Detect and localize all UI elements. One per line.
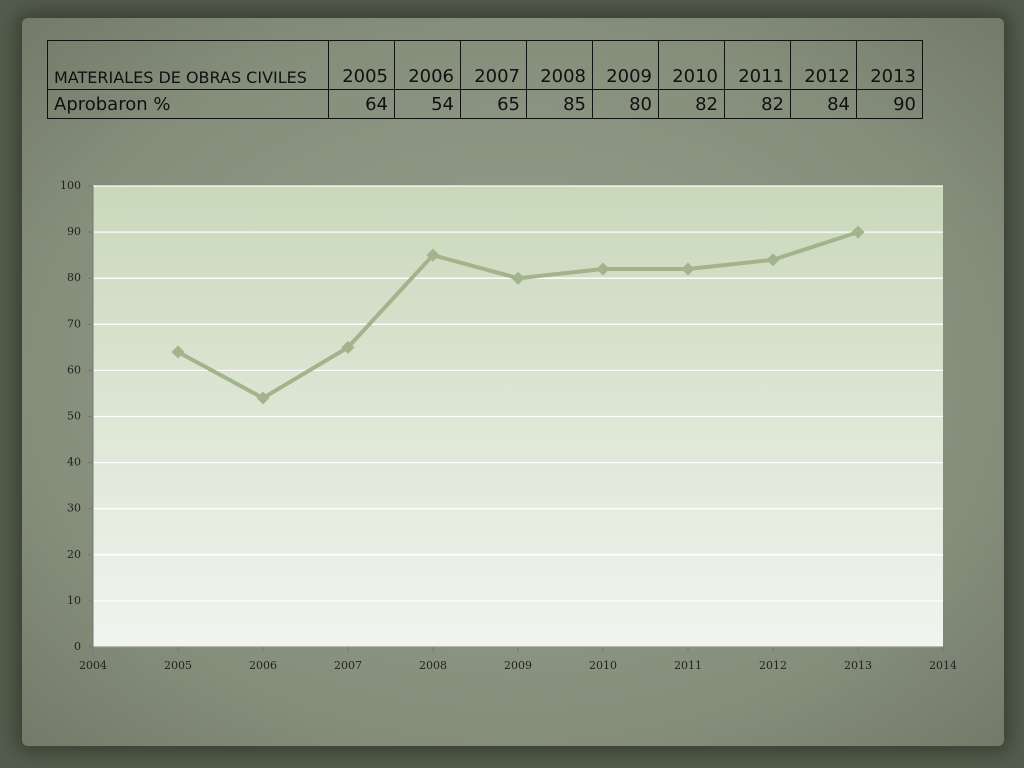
- data-point: [341, 340, 355, 354]
- y-tick-label: 0: [74, 640, 81, 653]
- table-value: 90: [856, 89, 923, 119]
- x-tick-label: 2006: [249, 659, 277, 672]
- x-tick-label: 2013: [844, 659, 872, 672]
- table-value: 65: [460, 89, 527, 119]
- data-table: MATERIALES DE OBRAS CIVILES 2005 2006 2007…: [47, 40, 923, 119]
- table-year: 2013: [856, 40, 923, 90]
- table-year: 2008: [526, 40, 593, 90]
- table-value-row: Aprobaron % 64 54 65 85 80 82 82 84 90: [47, 89, 923, 119]
- y-tick-label: 40: [67, 456, 81, 469]
- y-tick-label: 10: [67, 594, 81, 607]
- y-tick-label: 60: [67, 363, 81, 376]
- x-tick-label: 2012: [759, 659, 787, 672]
- data-point: [171, 345, 185, 359]
- y-tick-label: 90: [67, 225, 81, 238]
- x-tick-label: 2011: [674, 659, 702, 672]
- table-value: 64: [328, 89, 395, 119]
- table-year: 2012: [790, 40, 857, 90]
- x-tick-label: 2007: [334, 659, 362, 672]
- table-header-row: MATERIALES DE OBRAS CIVILES 2005 2006 2007…: [47, 40, 923, 90]
- x-tick-label: 2004: [79, 659, 107, 672]
- x-tick-label: 2009: [504, 659, 532, 672]
- x-tick-label: 2005: [164, 659, 192, 672]
- data-point: [256, 391, 270, 405]
- x-tick-label: 2008: [419, 659, 447, 672]
- data-point: [766, 253, 780, 267]
- data-point: [681, 262, 695, 276]
- table-value: 80: [592, 89, 659, 119]
- table-header-label: MATERIALES DE OBRAS CIVILES: [47, 40, 329, 90]
- y-tick-label: 20: [67, 548, 81, 561]
- table-year: 2009: [592, 40, 659, 90]
- data-point: [511, 271, 525, 285]
- data-point: [596, 262, 610, 276]
- table-value: 82: [658, 89, 725, 119]
- x-tick-label: 2014: [929, 659, 957, 672]
- table-value: 82: [724, 89, 791, 119]
- y-tick-label: 80: [67, 271, 81, 284]
- y-tick-label: 30: [67, 502, 81, 515]
- data-point: [426, 248, 440, 262]
- y-tick-label: 50: [67, 410, 81, 423]
- x-tick-label: 2010: [589, 659, 617, 672]
- data-point: [851, 225, 865, 239]
- table-value: 84: [790, 89, 857, 119]
- table-year: 2010: [658, 40, 725, 90]
- table-value: 54: [394, 89, 461, 119]
- y-tick-label: 70: [67, 317, 81, 330]
- table-year: 2006: [394, 40, 461, 90]
- table-row-label: Aprobaron %: [47, 89, 329, 119]
- table-year: 2005: [328, 40, 395, 90]
- y-tick-label: 100: [60, 179, 81, 192]
